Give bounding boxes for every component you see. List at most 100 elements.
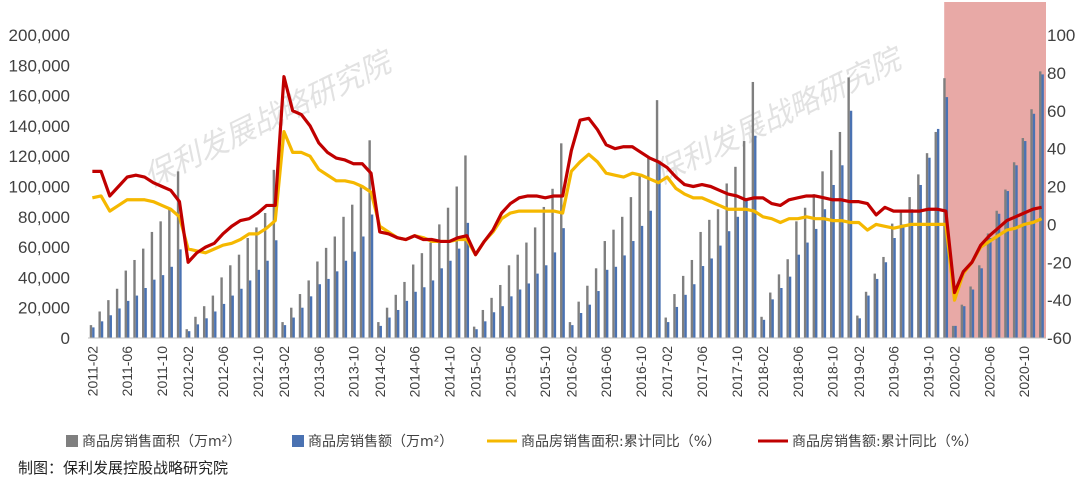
amount-bar-2020-06	[989, 238, 992, 338]
area-bar-2012-03	[194, 316, 197, 338]
area-bar-2019-09	[917, 174, 920, 338]
amount-bar-2017-07	[710, 258, 713, 338]
y-left-tick: 20,000	[18, 299, 70, 318]
amount-bar-2013-03	[292, 317, 295, 338]
amount-bar-2015-07	[518, 289, 522, 338]
amount-bar-2017-10	[736, 216, 740, 338]
amount-bar-2014-12	[466, 222, 470, 338]
amount-bar-2020-09	[1015, 165, 1018, 338]
area-bar-2016-05	[594, 268, 598, 338]
area-bar-2020-02	[951, 325, 955, 338]
legend-swatch	[292, 435, 304, 447]
watermark-2: 保利发展战略研究院	[648, 41, 910, 193]
x-tick: 2012-10	[250, 346, 266, 398]
x-tick: 2011-06	[119, 346, 135, 397]
amount-bar-2011-06	[126, 300, 130, 338]
amount-bar-2012-08	[240, 288, 243, 338]
area-bar-2018-06	[795, 221, 798, 338]
area-bar-2012-07	[229, 265, 232, 338]
x-tick: 2019-02	[851, 346, 867, 398]
x-tick: 2016-06	[598, 346, 614, 398]
area-bar-2013-05	[307, 280, 310, 338]
area-bar-2014-06	[411, 264, 415, 338]
x-tick: 2013-02	[276, 346, 292, 398]
y-right-tick: -20	[1047, 253, 1072, 272]
area-bar-2015-06	[507, 265, 511, 338]
y-left-tick: 200,000	[9, 26, 70, 45]
area-bar-2018-11	[838, 131, 842, 338]
area-bar-2015-02	[472, 326, 476, 338]
y-left-tick: 160,000	[9, 87, 70, 106]
amount-bar-2014-10	[449, 260, 452, 338]
amount-bar-2018-11	[841, 165, 844, 338]
amount-bar-2016-11	[649, 210, 652, 338]
amount-bar-2018-04	[780, 288, 783, 338]
area-bar-2020-09	[1012, 162, 1016, 338]
amount-bar-2015-06	[510, 296, 513, 338]
amount-bar-2015-03	[484, 321, 487, 338]
watermarks: 保利发展战略研究院 保利发展战略研究院	[138, 41, 910, 196]
amount-bar-2019-08	[910, 209, 914, 338]
area-bar-2013-07	[324, 247, 328, 338]
area-bar-2014-11	[455, 186, 458, 338]
area-bar-2017-05	[690, 259, 694, 338]
legend-label: 商品房销售面积（万m²）	[82, 434, 241, 450]
amount-bar-2018-06	[797, 254, 800, 338]
area-bar-2014-08	[429, 242, 432, 338]
x-tick: 2018-02	[755, 346, 771, 398]
area-bar-2019-04	[873, 273, 876, 338]
area-bar-2014-12	[464, 155, 467, 338]
area-bar-2017-10	[734, 166, 737, 338]
area-bar-2013-02	[281, 322, 284, 338]
area-bar-2011-02	[89, 325, 93, 338]
legend: 商品房销售面积（万m²） 商品房销售额（万m²） 商品房销售面积:累计同比（%） 商品…	[66, 434, 978, 450]
area-bar-2019-11	[934, 131, 937, 338]
area-bar-2015-10	[542, 206, 546, 338]
legend-label: 商品房销售额:累计同比（%）	[792, 434, 978, 450]
area-bar-2013-03	[290, 307, 293, 338]
y-left-tick: 60,000	[18, 238, 70, 257]
area-bar-2011-08	[142, 248, 145, 338]
area-bar-2016-03	[577, 301, 580, 338]
area-bar-2017-09	[725, 183, 728, 338]
amount-bar-2014-06	[414, 291, 417, 338]
area-bar-2014-07	[420, 253, 424, 338]
area-bar-2014-02	[377, 322, 380, 338]
amount-bar-2020-10	[1024, 141, 1027, 338]
amount-bar-2017-05	[693, 284, 696, 338]
lines-group	[92, 75, 1043, 302]
amount-bar-2015-10	[545, 265, 548, 338]
x-axis-ticks: 2011-02 2011-06 2011-10 2012-02 2012-06 2012-…	[84, 346, 1032, 398]
amount-bar-2016-07	[614, 266, 618, 338]
amount-bar-2011-12	[179, 249, 182, 338]
amount-bar-2014-03	[388, 317, 391, 338]
y-left-tick: 120,000	[9, 147, 70, 166]
x-tick: 2018-10	[825, 346, 841, 398]
area-bar-2018-07	[803, 207, 807, 338]
area-bar-2013-08	[333, 236, 337, 338]
area-bar-2019-05	[882, 256, 885, 338]
amount-bar-2011-02	[92, 327, 95, 338]
area-bar-2018-02	[760, 316, 763, 338]
area-bar-2020-12	[1039, 71, 1042, 339]
area-bar-2016-10	[638, 174, 641, 338]
amount-bar-2013-09	[344, 260, 348, 338]
x-tick: 2017-02	[659, 346, 675, 398]
y-left-tick: 40,000	[18, 268, 70, 287]
area-bar-2015-08	[525, 242, 528, 338]
amount-bar-2019-11	[936, 128, 940, 338]
amount-bar-2015-02	[475, 329, 478, 338]
area-bar-2012-02	[185, 329, 188, 338]
y-right-tick: 40	[1047, 140, 1066, 159]
amount-bar-2017-04	[684, 294, 687, 338]
area-bar-2015-09	[533, 227, 537, 338]
area-bar-2013-11	[359, 185, 363, 338]
amount-bar-2020-07	[997, 213, 1001, 338]
area-bar-2019-08	[908, 197, 911, 338]
x-tick: 2015-02	[468, 346, 484, 398]
amount-bar-2012-11	[266, 260, 269, 338]
area-bar-2012-06	[220, 277, 223, 338]
amount-bar-2015-12	[562, 228, 565, 338]
area-bar-2016-11	[647, 156, 650, 338]
amount-bar-2015-09	[536, 273, 539, 338]
